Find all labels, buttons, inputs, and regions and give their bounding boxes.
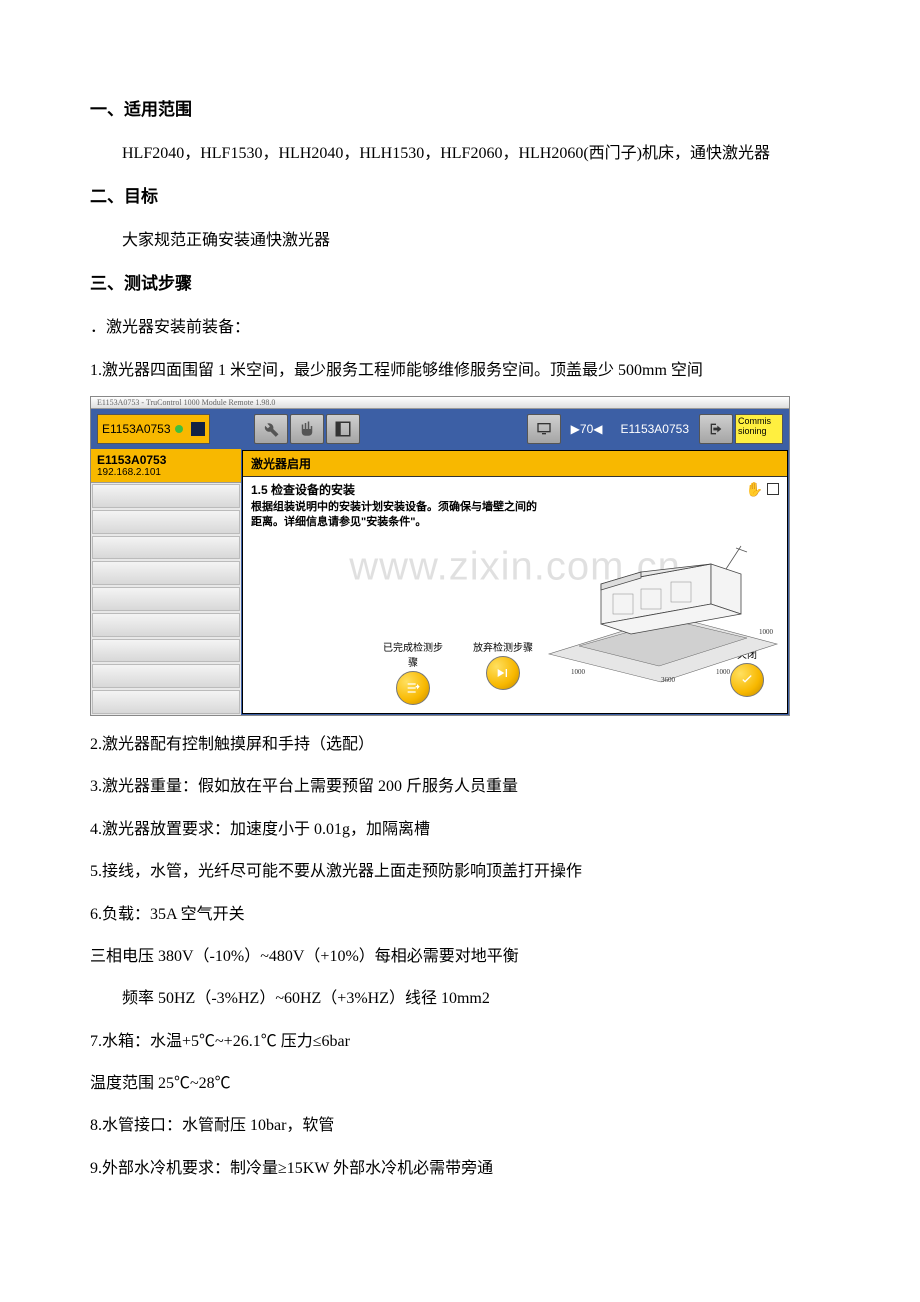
skip-icon xyxy=(495,665,511,681)
panel-body: 根据组装说明中的安装计划安装设备。须确保与墙壁之间的距离。详细信息请参见"安装条… xyxy=(243,500,787,635)
panel-description: 根据组装说明中的安装计划安装设备。须确保与墙壁之间的距离。详细信息请参见"安装条… xyxy=(243,500,548,534)
paragraph-prep: ．激光器安装前装备： xyxy=(90,309,840,347)
top-toolbar: E1153A0753 ▶70◀ E1153A0753 C xyxy=(91,409,789,449)
layout-icon xyxy=(334,420,352,438)
sidebar: E1153A0753 192.168.2.101 xyxy=(91,449,241,715)
panel-step-title: 1.5 检查设备的安装 xyxy=(251,481,355,498)
sidebar-item[interactable] xyxy=(92,536,240,560)
main-panel: 激光器启用 1.5 检查设备的安装 ✋ 根据组装说明中的安装计划安装设备。须确保… xyxy=(242,450,788,714)
wrench-icon xyxy=(262,420,280,438)
sidebar-item[interactable] xyxy=(92,587,240,611)
list-item-11: 8.水管接口：水管耐压 10bar，软管 xyxy=(90,1107,840,1145)
sidebar-item[interactable] xyxy=(92,690,240,714)
list-item-8: 频率 50HZ（-3%HZ）~60HZ（+3%HZ）线径 10mm2 xyxy=(90,980,840,1018)
hand-icon xyxy=(298,420,316,438)
monitor-icon xyxy=(536,421,552,437)
dim-length: 3600 xyxy=(661,676,676,684)
wrench-button[interactable] xyxy=(254,414,288,444)
list-item-3: 3.激光器重量：假如放在平台上需要预留 200 斤服务人员重量 xyxy=(90,768,840,806)
device-tab[interactable]: E1153A0753 xyxy=(97,414,210,444)
sidebar-device-block[interactable]: E1153A0753 192.168.2.101 xyxy=(91,449,241,483)
machine-diagram: 1000 1000 1000 3600 xyxy=(541,534,781,684)
abort-step-button[interactable] xyxy=(486,656,520,690)
sidebar-item[interactable] xyxy=(92,664,240,688)
exit-icon xyxy=(708,421,724,437)
sidebar-item[interactable] xyxy=(92,510,240,534)
list-item-10: 温度范围 25℃~28℃ xyxy=(90,1065,840,1103)
complete-step-button[interactable] xyxy=(396,671,430,705)
list-item-4: 4.激光器放置要求：加速度小于 0.01g，加隔离槽 xyxy=(90,811,840,849)
heading-3: 三、测试步骤 xyxy=(90,264,840,305)
sidebar-item[interactable] xyxy=(92,561,240,585)
sidebar-ip: 192.168.2.101 xyxy=(97,467,235,478)
list-item-9: 7.水箱：水温+5℃~+26.1℃ 压力≤6bar xyxy=(90,1023,840,1061)
device-tab-square-icon xyxy=(191,422,205,436)
list-item-12: 9.外部水冷机要求：制冷量≥15KW 外部水冷机必需带旁通 xyxy=(90,1150,840,1188)
hand-button[interactable] xyxy=(290,414,324,444)
dim-back: 1000 xyxy=(759,628,774,636)
step-icons: ✋ xyxy=(746,481,779,498)
status-led-icon xyxy=(175,425,183,433)
layout-button[interactable] xyxy=(326,414,360,444)
complete-step-label: 已完成检测步骤 xyxy=(383,639,443,669)
complete-step-group: 已完成检测步骤 xyxy=(383,639,443,705)
commissioning-tab[interactable]: Commis sioning xyxy=(735,414,783,444)
dim-left: 1000 xyxy=(571,668,586,676)
monitor-button[interactable] xyxy=(527,414,561,444)
abort-step-group: 放弃检测步骤 xyxy=(473,639,533,705)
sidebar-item[interactable] xyxy=(92,484,240,508)
screenshot-body: E1153A0753 192.168.2.101 激光器启用 1.5 检查设备的… xyxy=(91,449,789,715)
device-id-short: E1153A0753 xyxy=(102,422,171,436)
dim-right: 1000 xyxy=(716,668,731,676)
window-titlebar: E1153A0753 - TruControl 1000 Module Remo… xyxy=(91,397,789,409)
stop-hand-icon: ✋ xyxy=(746,481,763,498)
panel-header: 激光器启用 xyxy=(243,451,787,477)
embedded-screenshot: E1153A0753 - TruControl 1000 Module Remo… xyxy=(90,396,790,716)
list-item-1: 1.激光器四面围留 1 米空间，最少服务工程师能够维修服务空间。顶盖最少 500… xyxy=(90,352,840,390)
top-progress-text: ▶70◀ xyxy=(563,422,611,436)
heading-2: 二、目标 xyxy=(90,177,840,218)
paragraph-goal: 大家规范正确安装通快激光器 xyxy=(90,222,840,260)
heading-1: 一、适用范围 xyxy=(90,90,840,131)
list-item-5: 5.接线，水管，光纤尽可能不要从激光器上面走预防影响顶盖打开操作 xyxy=(90,853,840,891)
sidebar-item[interactable] xyxy=(92,613,240,637)
paragraph-scope: HLF2040，HLF1530，HLH2040，HLH1530，HLF2060，… xyxy=(90,135,840,173)
list-item-2: 2.激光器配有控制触摸屏和手持（选配） xyxy=(90,726,840,764)
list-item-6: 6.负载：35A 空气开关 xyxy=(90,896,840,934)
abort-step-label: 放弃检测步骤 xyxy=(473,639,533,654)
sidebar-item[interactable] xyxy=(92,639,240,663)
checkbox-icon[interactable] xyxy=(767,483,779,495)
exit-button[interactable] xyxy=(699,414,733,444)
list-check-icon xyxy=(405,680,421,696)
list-item-7: 三相电压 380V（-10%）~480V（+10%）每相必需要对地平衡 xyxy=(90,938,840,976)
panel-step-row: 1.5 检查设备的安装 ✋ xyxy=(243,477,787,500)
document-page: 一、适用范围 HLF2040，HLF1530，HLH2040，HLH1530，H… xyxy=(0,0,920,1252)
top-device-text: E1153A0753 xyxy=(612,422,697,436)
sidebar-device-id: E1153A0753 xyxy=(97,453,235,467)
